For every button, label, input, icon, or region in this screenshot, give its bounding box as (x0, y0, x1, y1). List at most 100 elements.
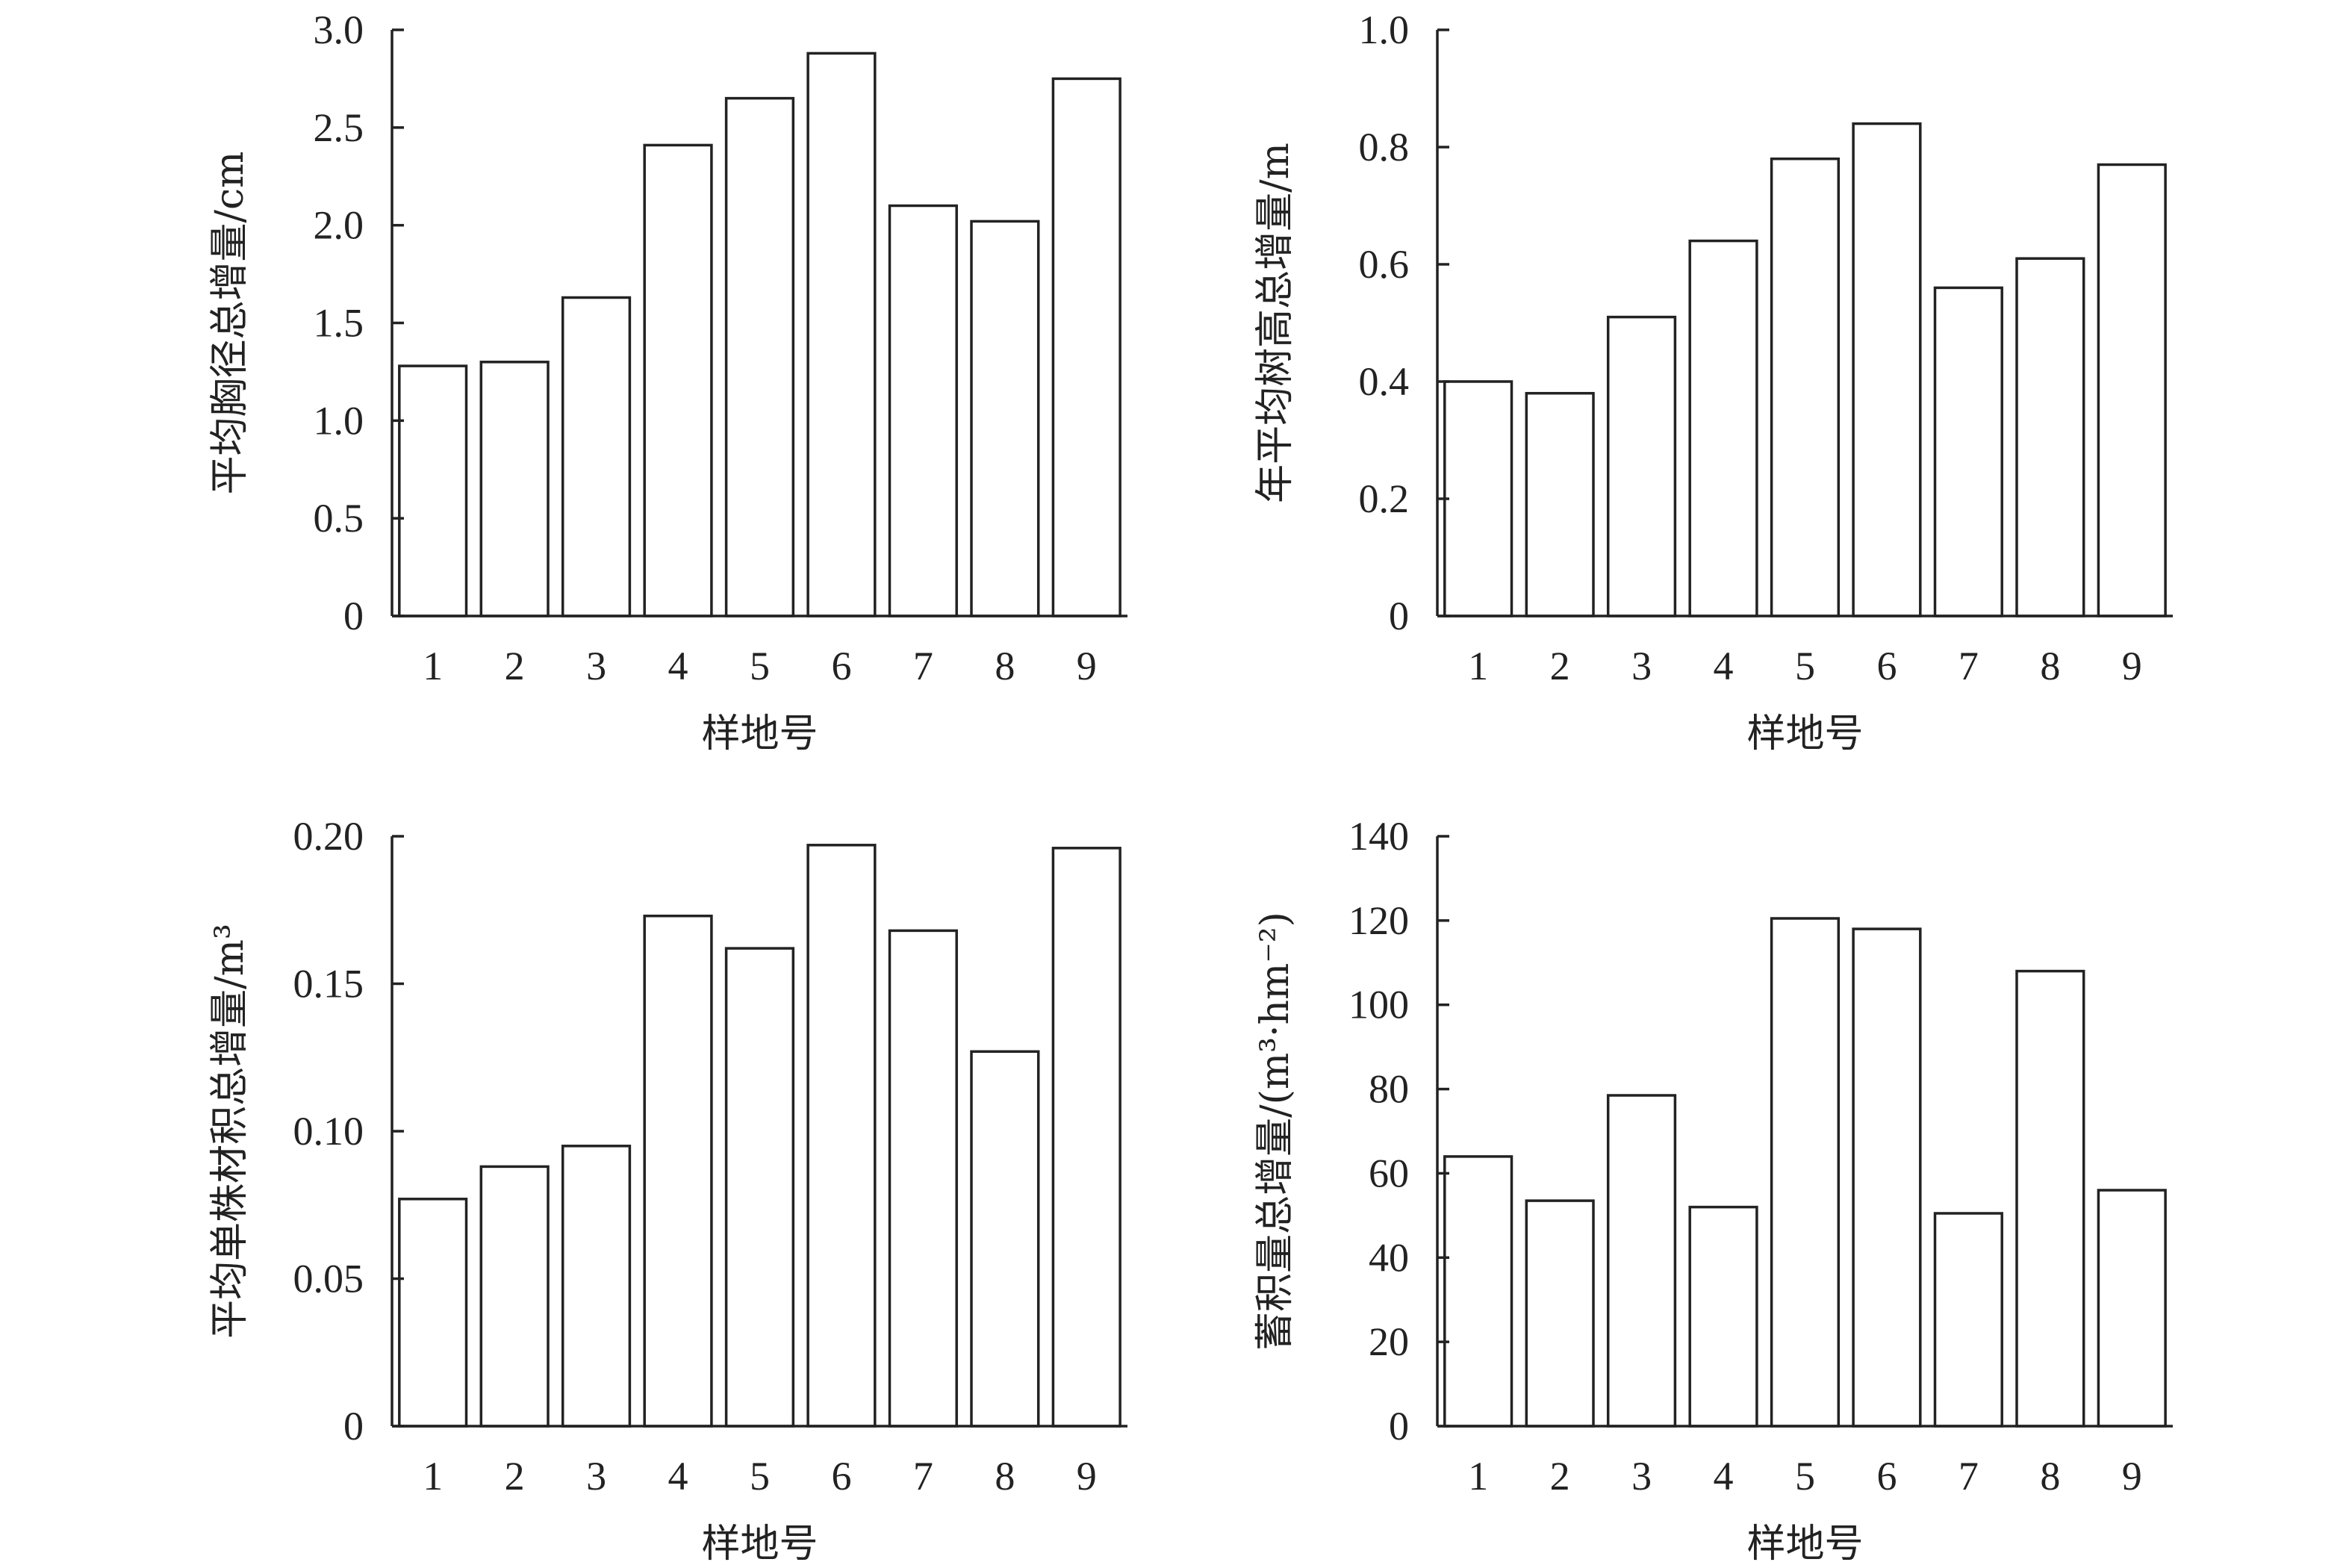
x-tick-label: 6 (1876, 1454, 1897, 1499)
x-tick-label: 8 (995, 644, 1015, 688)
bar-plot-3 (1606, 1094, 1677, 1428)
x-axis-title: 样地号 (701, 1522, 818, 1567)
x-tick-label: 1 (1468, 1454, 1488, 1499)
y-tick-label: 2.5 (314, 105, 364, 150)
x-tick-label: 7 (1959, 1454, 1979, 1499)
y-axis-title: 年平均树高总增量/m (1253, 143, 1298, 503)
y-tick-label: 0.10 (293, 1109, 364, 1154)
x-tick-label: 5 (750, 644, 770, 688)
bar-plot-1 (1443, 380, 1513, 617)
x-tick-label: 4 (668, 1454, 688, 1499)
x-tick-label: 1 (423, 1454, 443, 1499)
y-tick-label: 0.4 (1359, 359, 1410, 404)
bar-plot-6 (806, 52, 877, 617)
bar-plot-8 (2015, 969, 2085, 1428)
bar-plot-7 (888, 929, 958, 1428)
x-tick-label: 3 (1631, 1454, 1652, 1499)
x-axis-title: 样地号 (1746, 712, 1863, 756)
bar-plot-1 (398, 1198, 468, 1428)
bar-plot-5 (724, 96, 795, 617)
x-tick-label: 1 (1468, 644, 1488, 688)
y-tick-label: 1.5 (314, 301, 364, 346)
x-tick-label: 9 (2122, 1454, 2142, 1499)
x-axis-title: 样地号 (701, 712, 818, 756)
y-tick-label: 0 (343, 1404, 364, 1449)
y-tick-label: 0.15 (293, 962, 364, 1007)
chart-panel-volume-increment: 0 0.05 0.10 0.15 0.20 1 2 3 4 5 6 7 8 9 样地号 平均单株材积总增量/m… (208, 814, 1127, 1567)
y-tick-label: 1.0 (314, 398, 364, 443)
x-tick-label: 6 (831, 1454, 851, 1499)
x-tick-label: 2 (1550, 644, 1570, 688)
x-tick-label: 8 (2040, 1454, 2060, 1499)
bar-plot-9 (2097, 163, 2167, 617)
x-tick-label: 5 (1795, 1454, 1815, 1499)
bar-plot-2 (1525, 1199, 1595, 1428)
y-tick-label: 60 (1369, 1151, 1409, 1195)
bar-plot-5 (724, 947, 795, 1428)
y-tick-label: 0.6 (1359, 242, 1410, 287)
y-tick-label: 20 (1369, 1319, 1409, 1364)
bar-plot-6 (1852, 122, 1922, 617)
y-tick-label: 40 (1369, 1235, 1409, 1280)
bar-plot-3 (1606, 315, 1677, 617)
y-tick-label: 0.05 (293, 1257, 364, 1301)
y-tick-label: 2.0 (314, 203, 364, 248)
y-tick-label: 0 (1389, 594, 1409, 638)
bar-plot-2 (1525, 391, 1595, 617)
x-tick-label: 2 (1550, 1454, 1570, 1499)
x-tick-label: 2 (505, 644, 525, 688)
y-tick-label: 80 (1369, 1067, 1409, 1112)
y-axis-title: 平均胸径总增量/cm (208, 152, 252, 495)
x-axis-title: 样地号 (1746, 1522, 1863, 1567)
chart-panel-height-increment: 0 0.2 0.4 0.6 0.8 1.0 1 2 3 4 5 6 7 8 9 样地号 年平均树高总增量/m (1253, 7, 2173, 756)
x-tick-label: 8 (2040, 644, 2060, 688)
y-tick-label: 120 (1348, 898, 1409, 943)
x-tick-label: 3 (586, 644, 606, 688)
x-tick-label: 9 (2122, 644, 2142, 688)
y-tick-label: 0.2 (1359, 476, 1410, 521)
bar-plot-1 (1443, 1155, 1513, 1428)
x-tick-label: 3 (586, 1454, 606, 1499)
y-tick-label: 100 (1348, 983, 1409, 1027)
y-tick-label: 0.5 (314, 496, 364, 541)
y-tick-label: 0.8 (1359, 125, 1410, 169)
x-tick-label: 9 (1077, 1454, 1097, 1499)
chart-panel-dbh-increment: 0 0.5 1.0 1.5 2.0 2.5 3.0 1 2 3 4 5 6 7 8 9 样地号 平均胸径总增量/c… (208, 7, 1127, 756)
bar-plot-5 (1770, 157, 1841, 617)
bar-plot-4 (1688, 1205, 1758, 1428)
bar-plot-3 (561, 1145, 632, 1428)
bar-plot-5 (1770, 917, 1841, 1428)
y-tick-label: 140 (1348, 814, 1409, 859)
bar-plot-8 (2015, 257, 2085, 617)
bar-plot-6 (1852, 927, 1922, 1428)
x-tick-label: 9 (1077, 644, 1097, 688)
bar-plot-9 (2097, 1189, 2167, 1428)
y-tick-label: 0 (343, 594, 364, 638)
bar-plot-3 (561, 296, 632, 617)
x-tick-label: 2 (505, 1454, 525, 1499)
x-tick-label: 5 (1795, 644, 1815, 688)
y-axis-title: 平均单株材积总增量/m³ (208, 924, 252, 1339)
bar-plot-2 (479, 361, 550, 617)
x-tick-label: 8 (995, 1454, 1015, 1499)
x-tick-label: 4 (1714, 644, 1734, 688)
bar-plot-4 (643, 143, 713, 617)
y-tick-label: 3.0 (314, 7, 364, 52)
y-tick-label: 1.0 (1359, 7, 1410, 52)
y-tick-label: 0.20 (293, 814, 364, 859)
x-tick-label: 5 (750, 1454, 770, 1499)
bar-plot-9 (1051, 77, 1121, 617)
y-tick-label: 0 (1389, 1404, 1409, 1449)
x-tick-label: 7 (913, 1454, 933, 1499)
x-tick-label: 6 (831, 644, 851, 688)
bar-plot-1 (398, 364, 468, 617)
bar-plot-6 (806, 844, 877, 1428)
x-tick-label: 4 (668, 644, 688, 688)
bar-plot-7 (1933, 286, 2003, 617)
y-axis-title: 蓄积量总增量/(m³·hm⁻²) (1253, 912, 1298, 1351)
x-tick-label: 6 (1876, 644, 1897, 688)
chart-panel-stock-increment: 0 20 40 60 80 100 120 140 1 2 3 4 5 6 7 8 9 样地号 蓄积量总增量/(m³… (1253, 814, 2173, 1567)
x-tick-label: 7 (1959, 644, 1979, 688)
x-tick-label: 1 (423, 644, 443, 688)
